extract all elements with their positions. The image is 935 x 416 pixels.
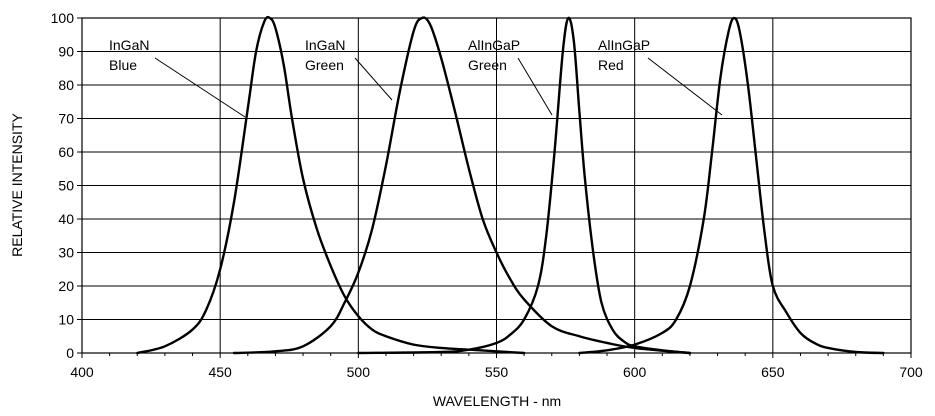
series-line-ingan-green xyxy=(232,16,692,355)
x-tick-label: 650 xyxy=(761,364,785,380)
series-line-alingap-red xyxy=(578,16,885,355)
series-line-alingap-green xyxy=(357,16,692,355)
series-label-alingap-green: Green xyxy=(468,57,507,73)
y-tick-label: 60 xyxy=(58,144,74,160)
y-tick-label: 80 xyxy=(58,77,74,93)
y-tick-label: 20 xyxy=(58,278,74,294)
series-label-ingan-blue: Blue xyxy=(109,57,137,73)
series-label-alingap-green: AlInGaP xyxy=(468,37,520,53)
series-label-alingap-red: Red xyxy=(598,57,624,73)
y-tick-label: 0 xyxy=(66,345,74,361)
series-label-ingan-blue: InGaN xyxy=(109,37,149,53)
y-tick-label: 50 xyxy=(58,178,74,194)
series-line-ingan-blue xyxy=(136,15,526,355)
y-tick-label: 90 xyxy=(58,44,74,60)
series-label-alingap-red: AlInGaP xyxy=(598,37,650,53)
y-tick-labels: 0 10 20 30 40 50 60 70 80 90 100 xyxy=(51,10,75,361)
leader-line xyxy=(354,57,393,101)
y-tick-label: 10 xyxy=(58,312,74,328)
series-labels: InGaN Blue InGaN Green AlInGaP Green AlInGaP Re… xyxy=(109,37,723,118)
y-tick-label: 100 xyxy=(51,10,75,26)
x-axis-title: WAVELENGTH - nm xyxy=(433,393,561,409)
series-label-ingan-green: InGaN xyxy=(305,37,345,53)
series-label-ingan-green: Green xyxy=(305,57,344,73)
x-tick-label: 550 xyxy=(485,364,509,380)
leader-line xyxy=(647,57,723,116)
y-tick-label: 30 xyxy=(58,245,74,261)
y-tick-label: 40 xyxy=(58,211,74,227)
x-tick-label: 400 xyxy=(70,364,94,380)
x-tick-label: 700 xyxy=(899,364,923,380)
axes xyxy=(77,17,912,358)
x-tick-label: 450 xyxy=(208,364,232,380)
leader-line xyxy=(517,57,553,116)
plot-frame xyxy=(81,17,912,354)
x-tick-label: 600 xyxy=(623,364,647,380)
x-tick-label: 500 xyxy=(347,364,371,380)
y-tick-label: 70 xyxy=(58,111,74,127)
y-axis-title: RELATIVE INTENSITY xyxy=(9,113,25,257)
series-lines xyxy=(136,15,885,355)
leader-line xyxy=(154,57,246,118)
x-tick-labels: 400 450 500 550 600 650 700 xyxy=(70,364,923,380)
